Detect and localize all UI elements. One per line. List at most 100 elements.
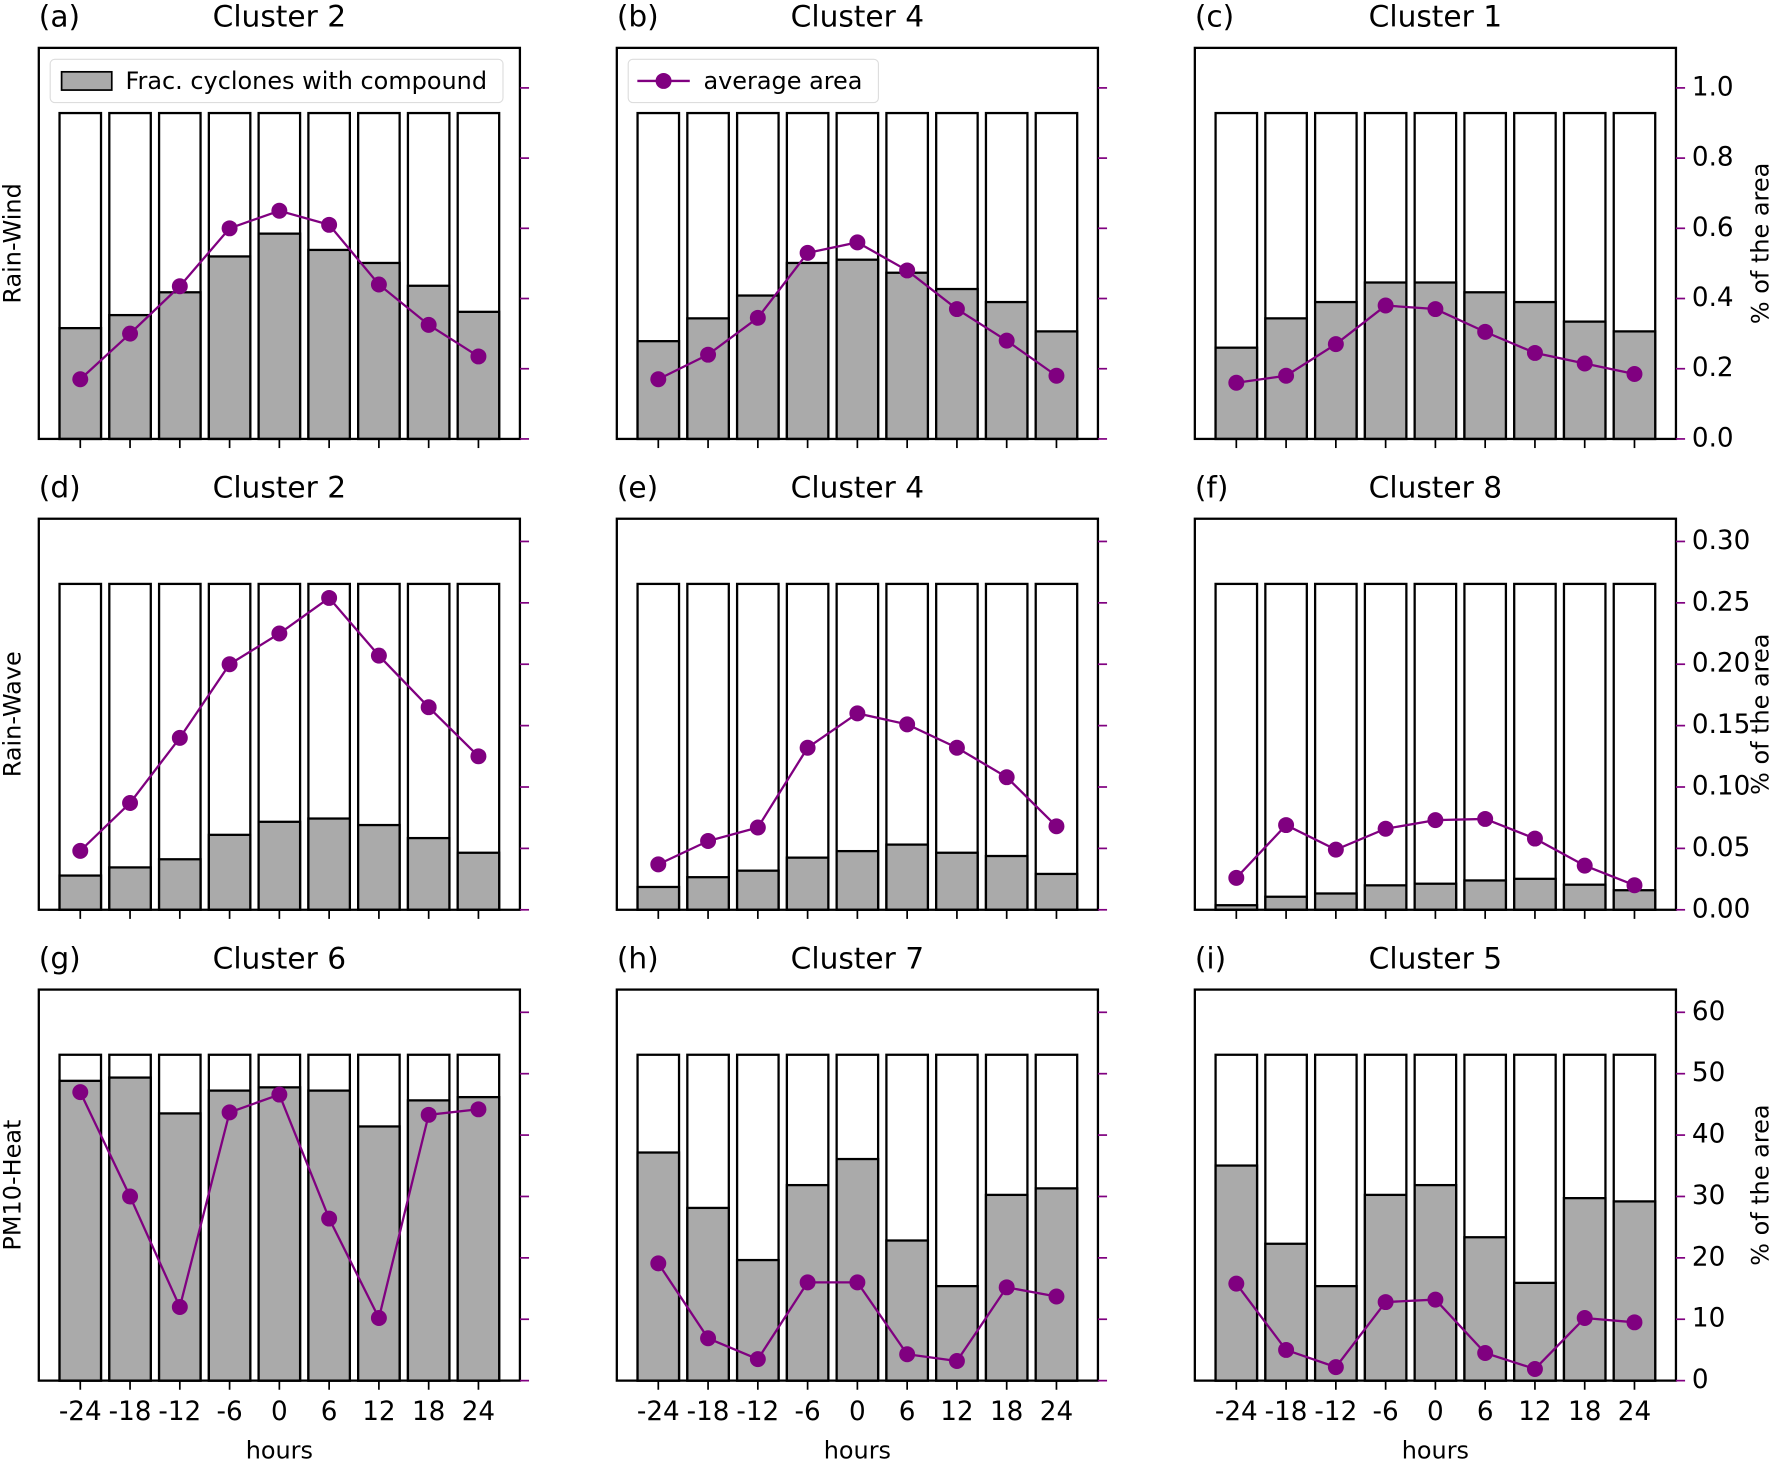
row-label: Rain-Wind: [0, 183, 27, 303]
point: [1327, 336, 1344, 353]
point: [1427, 1291, 1444, 1308]
panel-label: (c): [1195, 0, 1234, 34]
bar-total: [1562, 582, 1607, 911]
x-tick-label: 0: [1427, 1397, 1444, 1427]
point: [72, 371, 89, 388]
point: [1228, 374, 1245, 391]
bar: [357, 823, 401, 911]
point: [650, 1255, 667, 1272]
bar: [1034, 330, 1079, 441]
bar: [636, 885, 681, 911]
bar: [257, 820, 302, 911]
x-tick-label: -18: [687, 1397, 730, 1427]
panel-label: (i): [1195, 940, 1226, 975]
point: [650, 856, 667, 873]
point: [271, 625, 288, 642]
bar: [357, 1125, 401, 1382]
point: [470, 348, 487, 365]
bar: [406, 836, 451, 911]
panel-label: (a): [39, 0, 80, 34]
point: [271, 1086, 288, 1103]
point: [1048, 818, 1065, 835]
bar: [157, 1112, 202, 1382]
bar: [207, 1089, 252, 1382]
x-tick-label: -24: [59, 1397, 102, 1427]
bar: [456, 310, 501, 441]
x-tick-label: 12: [1518, 1397, 1551, 1427]
bar-total: [1034, 582, 1079, 911]
x-axis-label: hours: [824, 1436, 891, 1464]
bar: [1363, 884, 1408, 911]
x-tick-label: -12: [158, 1397, 201, 1427]
bar: [307, 1089, 352, 1382]
bar: [984, 854, 1029, 911]
bar: [58, 1079, 103, 1382]
point: [1576, 355, 1593, 372]
bar-total: [1612, 582, 1657, 911]
point: [420, 699, 437, 716]
point: [749, 1351, 766, 1368]
bar: [1034, 1187, 1079, 1382]
panel-title: Cluster 7: [791, 940, 924, 975]
point: [998, 1279, 1015, 1296]
y2-tick-label: 40: [1692, 1120, 1725, 1150]
point: [1427, 812, 1444, 829]
legend-box: [49, 58, 504, 104]
point: [700, 833, 717, 850]
bar-total: [1313, 582, 1358, 911]
point: [1327, 1359, 1344, 1376]
legend-swatch: [60, 70, 113, 91]
panel-label: (h): [617, 940, 659, 975]
bar: [1612, 330, 1657, 441]
panel-label: (d): [39, 470, 81, 505]
y2-tick-label: 0.2: [1692, 353, 1734, 383]
bar-total: [1363, 582, 1408, 911]
y2-axis-label: % of the area: [1746, 1104, 1774, 1265]
bar-total: [1513, 582, 1557, 911]
bar: [207, 833, 252, 911]
point: [1626, 1314, 1643, 1331]
bar: [406, 1099, 451, 1382]
x-tick-label: -24: [637, 1397, 680, 1427]
panel-title: Cluster 4: [791, 470, 924, 505]
bar-total: [1413, 582, 1458, 911]
bar-total: [108, 582, 152, 911]
panel-label: (f): [1195, 470, 1229, 505]
point: [650, 371, 667, 388]
bar: [157, 291, 202, 441]
bar: [456, 851, 501, 911]
point: [1477, 810, 1494, 827]
bar: [785, 856, 830, 911]
x-tick-label: -18: [1265, 1397, 1308, 1427]
bar: [835, 1157, 880, 1382]
y2-axis-label: % of the area: [1746, 634, 1774, 795]
y2-tick-label: 0.6: [1692, 213, 1734, 243]
x-axis-label: hours: [1402, 1436, 1469, 1464]
x-tick-label: 6: [1477, 1397, 1494, 1427]
x-tick-label: 24: [462, 1397, 495, 1427]
bar: [935, 851, 979, 911]
legend-label: Frac. cyclones with compound: [125, 67, 487, 95]
point: [799, 244, 816, 261]
x-tick-label: -6: [1373, 1397, 1399, 1427]
y2-axis-label: % of the area: [1746, 163, 1774, 324]
x-tick-label: 24: [1040, 1397, 1073, 1427]
bar: [1413, 882, 1458, 911]
point: [849, 705, 866, 722]
point: [1278, 1341, 1295, 1358]
bar: [885, 271, 930, 441]
point: [948, 1353, 965, 1369]
point: [948, 301, 965, 318]
x-tick-label: 18: [412, 1397, 445, 1427]
bar: [1562, 1197, 1607, 1382]
x-tick-label: 0: [271, 1397, 288, 1427]
point: [420, 316, 437, 333]
point: [370, 276, 387, 293]
bar: [735, 869, 780, 911]
point: [700, 346, 717, 363]
y2-tick-label: 0.30: [1692, 526, 1750, 556]
panel-title: Cluster 8: [1369, 470, 1502, 505]
x-tick-label: 0: [849, 1397, 866, 1427]
point: [849, 1274, 866, 1291]
